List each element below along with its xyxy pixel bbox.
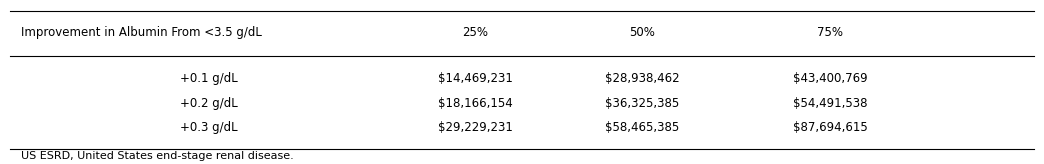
- Text: 75%: 75%: [817, 26, 843, 39]
- Text: 50%: 50%: [630, 26, 655, 39]
- Text: $54,491,538: $54,491,538: [792, 97, 868, 110]
- Text: +0.1 g/dL: +0.1 g/dL: [180, 72, 238, 85]
- Text: $43,400,769: $43,400,769: [792, 72, 868, 85]
- Text: $28,938,462: $28,938,462: [604, 72, 680, 85]
- Text: $29,229,231: $29,229,231: [437, 121, 513, 134]
- Text: +0.3 g/dL: +0.3 g/dL: [180, 121, 238, 134]
- Text: Improvement in Albumin From <3.5 g/dL: Improvement in Albumin From <3.5 g/dL: [21, 26, 262, 39]
- Text: $87,694,615: $87,694,615: [792, 121, 868, 134]
- Text: $36,325,385: $36,325,385: [604, 97, 680, 110]
- Text: +0.2 g/dL: +0.2 g/dL: [180, 97, 238, 110]
- Text: $58,465,385: $58,465,385: [604, 121, 680, 134]
- Text: $18,166,154: $18,166,154: [437, 97, 513, 110]
- Text: 25%: 25%: [462, 26, 488, 39]
- Text: $14,469,231: $14,469,231: [437, 72, 513, 85]
- Text: US ESRD, United States end-stage renal disease.: US ESRD, United States end-stage renal d…: [21, 151, 293, 161]
